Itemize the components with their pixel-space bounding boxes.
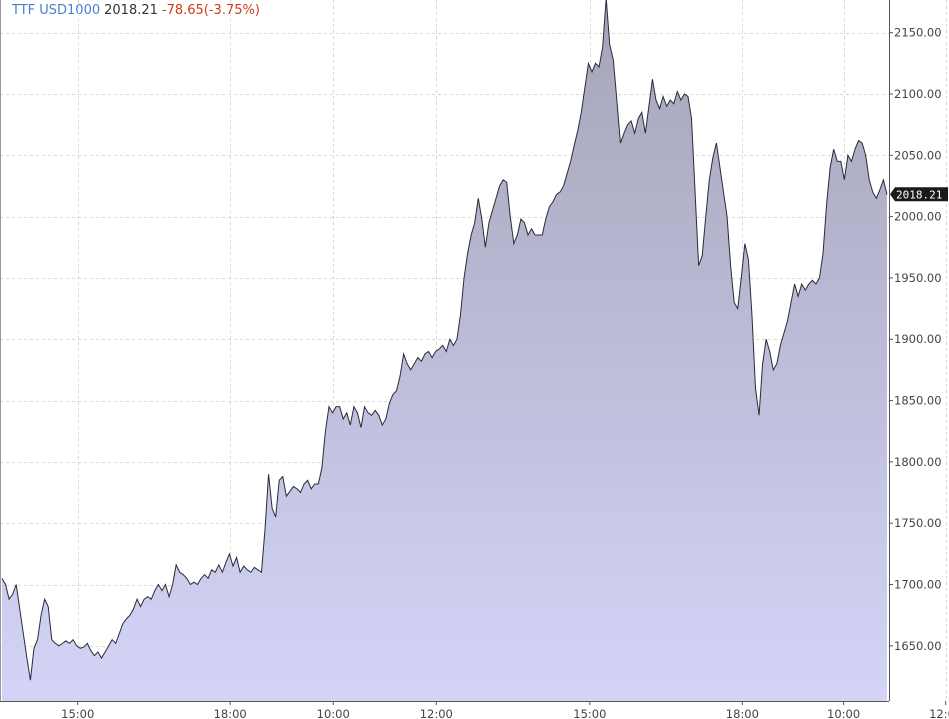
x-axis-labels: 15:00 18:00 10:00 12:00 15:00 18:00 10:00 12:00: [61, 701, 949, 719]
y-tick-label: 1700.00: [894, 578, 942, 592]
y-tick-label: 2000.00: [894, 210, 942, 224]
price-line: [1, 0, 888, 681]
y-tick-label: 1750.00: [894, 516, 942, 530]
x-tick-label: 18:00: [214, 707, 247, 719]
y-tick-label: 1900.00: [894, 332, 942, 346]
x-tick-label: 10:00: [827, 707, 860, 719]
last-price-badge: [890, 187, 948, 202]
y-axis-labels: 1650.00 1700.00 1750.00 1800.00 1850.00 1900.…: [889, 26, 942, 653]
last-price: 2018.21: [104, 3, 158, 18]
y-tick-label: 1650.00: [894, 639, 942, 653]
price-change: -78.65(-3.75%): [161, 3, 260, 18]
y-tick-label: 1850.00: [894, 394, 942, 408]
x-tick-label: 12:00: [929, 707, 949, 719]
y-tick-label: 1950.00: [894, 271, 942, 285]
y-tick-label: 2100.00: [894, 87, 942, 101]
last-price-marker: 2018.21: [890, 187, 948, 202]
last-price-label: 2018.21: [896, 188, 942, 201]
x-tick-label: 12:00: [420, 707, 453, 719]
x-tick-label: 15:00: [61, 707, 94, 719]
y-tick-label: 1800.00: [894, 455, 942, 469]
x-tick-label: 15:00: [573, 707, 606, 719]
price-area: [2, 0, 887, 701]
x-tick-label: 18:00: [726, 707, 759, 719]
y-tick-label: 2150.00: [894, 26, 942, 40]
y-tick-label: 2050.00: [894, 148, 942, 162]
x-tick-label: 10:00: [317, 707, 350, 719]
